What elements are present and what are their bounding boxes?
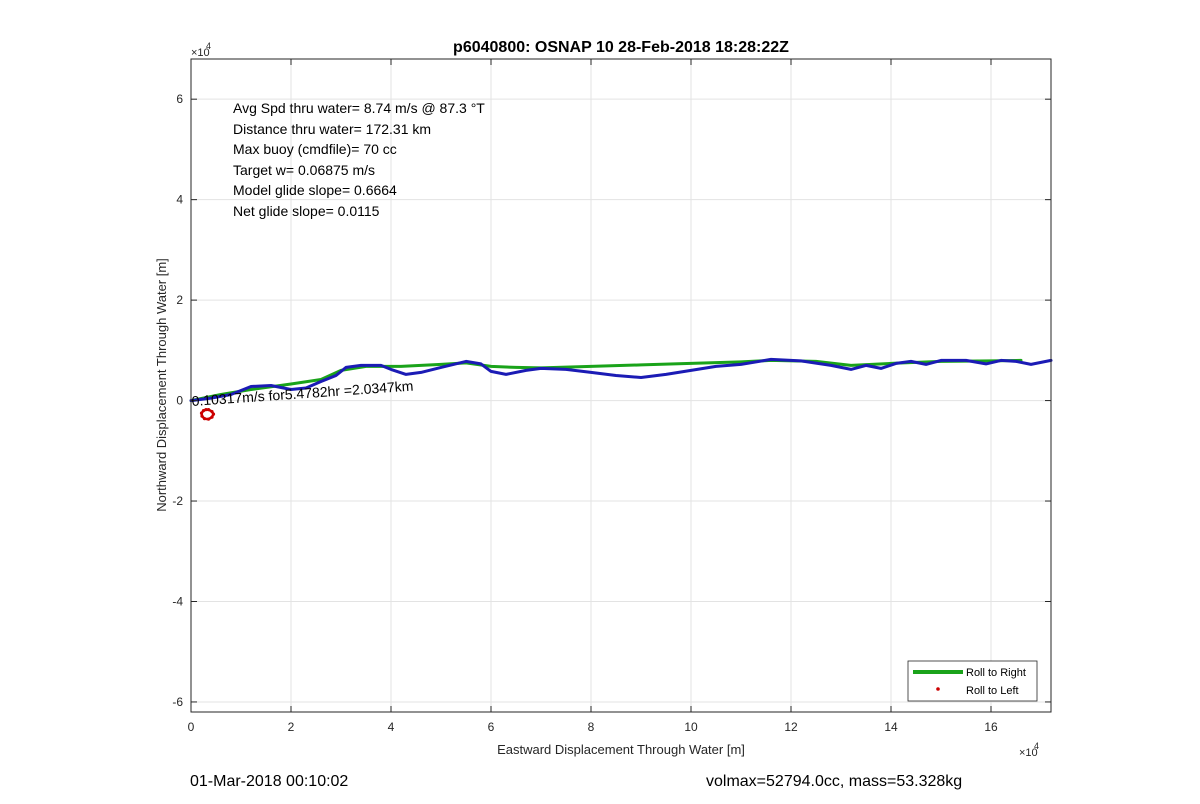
series-roll-to-left-point	[201, 409, 206, 413]
x-tick-label: 12	[784, 720, 798, 734]
legend: Roll to Right Roll to Left	[907, 660, 1038, 702]
plot-area	[191, 59, 1051, 712]
series-roll-to-left-point	[199, 411, 204, 415]
series-roll-to-left-point	[210, 410, 214, 414]
y-tick-label: -4	[172, 594, 183, 608]
y-tick-label: 6	[176, 92, 183, 106]
y-axis-label: Northward Displacement Through Water [m]	[154, 258, 169, 512]
annotation-distance: Distance thru water= 172.31 km	[233, 121, 431, 137]
annotation-net-glide: Net glide slope= 0.0115	[233, 203, 380, 219]
series-roll-to-left-point	[204, 408, 208, 412]
x-axis-label: Eastward Displacement Through Water [m]	[497, 742, 745, 757]
series-roll-to-left-point	[202, 417, 207, 421]
series-roll-to-left-point	[211, 412, 216, 416]
x-tick-label: 4	[388, 720, 395, 734]
series-track-line	[189, 357, 1053, 403]
ticks: 0 2 4 6 8 10 12 14 16 -6 -4 -2 0 2 4 6	[172, 59, 1051, 734]
annotation-model-glide: Model glide slope= 0.6664	[233, 182, 397, 198]
y-tick-label: 2	[176, 293, 183, 307]
series-roll-to-right-line	[189, 358, 1023, 403]
series-roll-to-left-point	[206, 417, 211, 421]
grid	[191, 59, 1051, 712]
legend-box	[907, 660, 1038, 702]
x-tick-label: 8	[588, 720, 595, 734]
legend-swatch-roll-left	[936, 687, 940, 691]
legend-label-roll-right: Roll to Right	[966, 667, 1026, 679]
series-roll-to-left-point	[210, 415, 214, 419]
y-tick-label: -6	[172, 695, 183, 709]
series-roll-to-left-point	[206, 408, 211, 412]
y-tick-label: 4	[176, 193, 183, 207]
series-roll-to-left-point	[200, 414, 204, 418]
y-exponent-power: 4	[206, 41, 211, 51]
plot-frame	[190, 58, 1052, 713]
footer-mass-info: volmax=52794.0cc, mass=53.328kg	[706, 773, 963, 790]
chart-title: p6040800: OSNAP 10 28-Feb-2018 18:28:22Z	[453, 39, 789, 56]
x-exponent-base: ×10	[1019, 747, 1038, 759]
y-tick-label: 0	[176, 394, 183, 408]
footer-timestamp: 01-Mar-2018 00:10:02	[190, 773, 349, 790]
x-exponent-power: 4	[1034, 741, 1039, 751]
annotation-target-w: Target w= 0.06875 m/s	[233, 162, 375, 178]
x-tick-label: 0	[188, 720, 195, 734]
series-layer	[189, 357, 1053, 421]
stats-annotation: Avg Spd thru water= 8.74 m/s @ 87.3 °T D…	[233, 100, 485, 219]
annotation-max-buoy: Max buoy (cmdfile)= 70 cc	[233, 141, 397, 157]
y-exponent-base: ×10	[191, 47, 210, 59]
y-exponent: ×10 4	[191, 41, 211, 59]
x-exponent: ×10 4	[1019, 741, 1039, 759]
x-tick-label: 16	[984, 720, 998, 734]
annotation-avg-speed: Avg Spd thru water= 8.74 m/s @ 87.3 °T	[233, 100, 485, 116]
x-tick-label: 2	[288, 720, 295, 734]
x-tick-label: 14	[884, 720, 898, 734]
y-tick-label: -2	[172, 494, 183, 508]
x-tick-label: 10	[684, 720, 698, 734]
x-tick-label: 6	[488, 720, 495, 734]
legend-label-roll-left: Roll to Left	[966, 685, 1019, 697]
